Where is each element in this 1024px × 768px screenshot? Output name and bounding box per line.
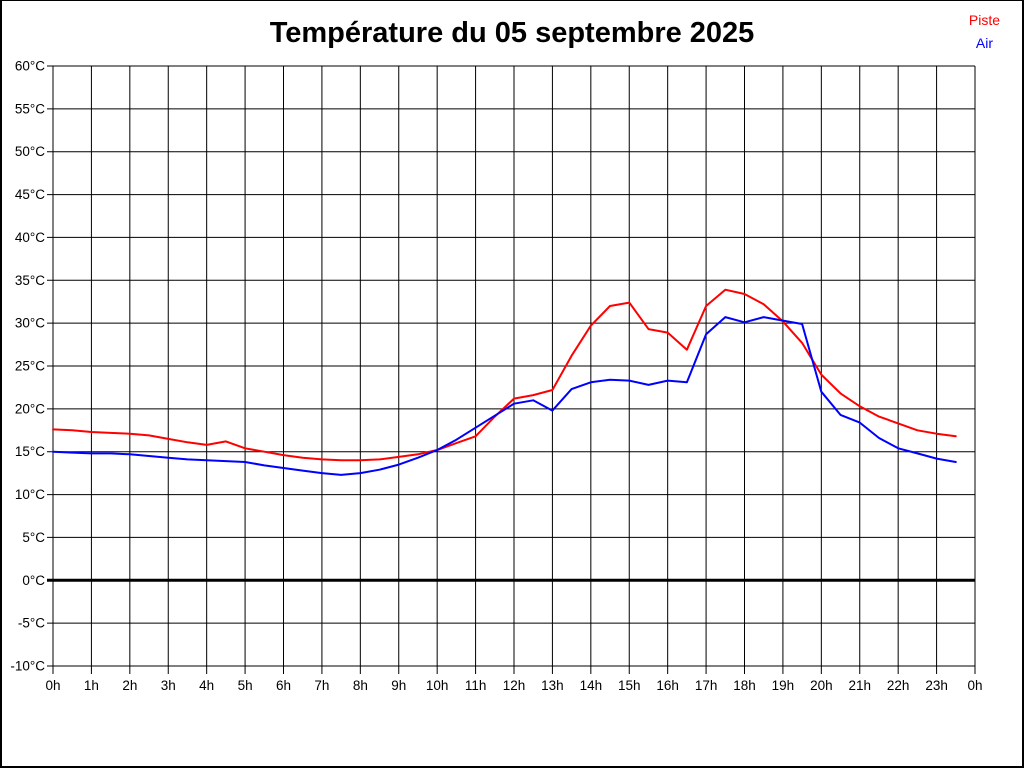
x-tick-label: 0h [45, 678, 60, 693]
y-tick-label: 5°C [22, 530, 45, 545]
x-tick-label: 20h [810, 678, 833, 693]
x-tick-label: 14h [580, 678, 603, 693]
x-tick-label: 17h [695, 678, 718, 693]
y-tick-label: 55°C [15, 101, 45, 116]
x-tick-label: 18h [733, 678, 756, 693]
x-tick-label: 8h [353, 678, 368, 693]
x-tick-label: 1h [84, 678, 99, 693]
x-tick-label: 0h [967, 678, 982, 693]
y-tick-label: 35°C [15, 273, 45, 288]
y-tick-label: 15°C [15, 444, 45, 459]
y-tick-label: 25°C [15, 359, 45, 374]
x-tick-label: 16h [656, 678, 679, 693]
x-tick-label: 22h [887, 678, 910, 693]
x-tick-label: 23h [925, 678, 948, 693]
legend-item-piste: Piste [969, 9, 1000, 32]
legend: Piste Air [969, 9, 1000, 55]
x-tick-label: 10h [426, 678, 449, 693]
y-tick-label: 0°C [22, 573, 45, 588]
y-tick-label: -10°C [10, 659, 45, 674]
x-tick-label: 5h [238, 678, 253, 693]
y-tick-label: 45°C [15, 187, 45, 202]
x-tick-label: 19h [772, 678, 795, 693]
chart-title: Température du 05 septembre 2025 [269, 17, 755, 49]
x-tick-label: 12h [503, 678, 526, 693]
legend-label-piste: Piste [968, 12, 1000, 28]
x-tick-label: 21h [848, 678, 871, 693]
x-tick-label: 15h [618, 678, 641, 693]
x-tick-label: 7h [314, 678, 329, 693]
y-tick-label: 50°C [15, 144, 45, 159]
legend-item-air: Air [969, 32, 1000, 55]
y-tick-label: 60°C [15, 59, 45, 74]
piste-line [52, 288, 957, 462]
x-tick-label: 3h [161, 678, 176, 693]
y-tick-label: 30°C [15, 316, 45, 331]
y-tick-label: 20°C [15, 401, 45, 416]
x-tick-label: 9h [391, 678, 406, 693]
y-tick-label: 40°C [15, 230, 45, 245]
x-tick-label: 11h [465, 678, 487, 693]
x-tick-label: 2h [122, 678, 137, 693]
legend-label-air: Air [975, 35, 993, 51]
x-tick-label: 6h [276, 678, 291, 693]
y-tick-label: 10°C [15, 487, 45, 502]
y-tick-label: -5°C [18, 616, 45, 631]
x-tick-label: 13h [541, 678, 564, 693]
air-line [52, 316, 957, 476]
x-tick-label: 4h [199, 678, 214, 693]
